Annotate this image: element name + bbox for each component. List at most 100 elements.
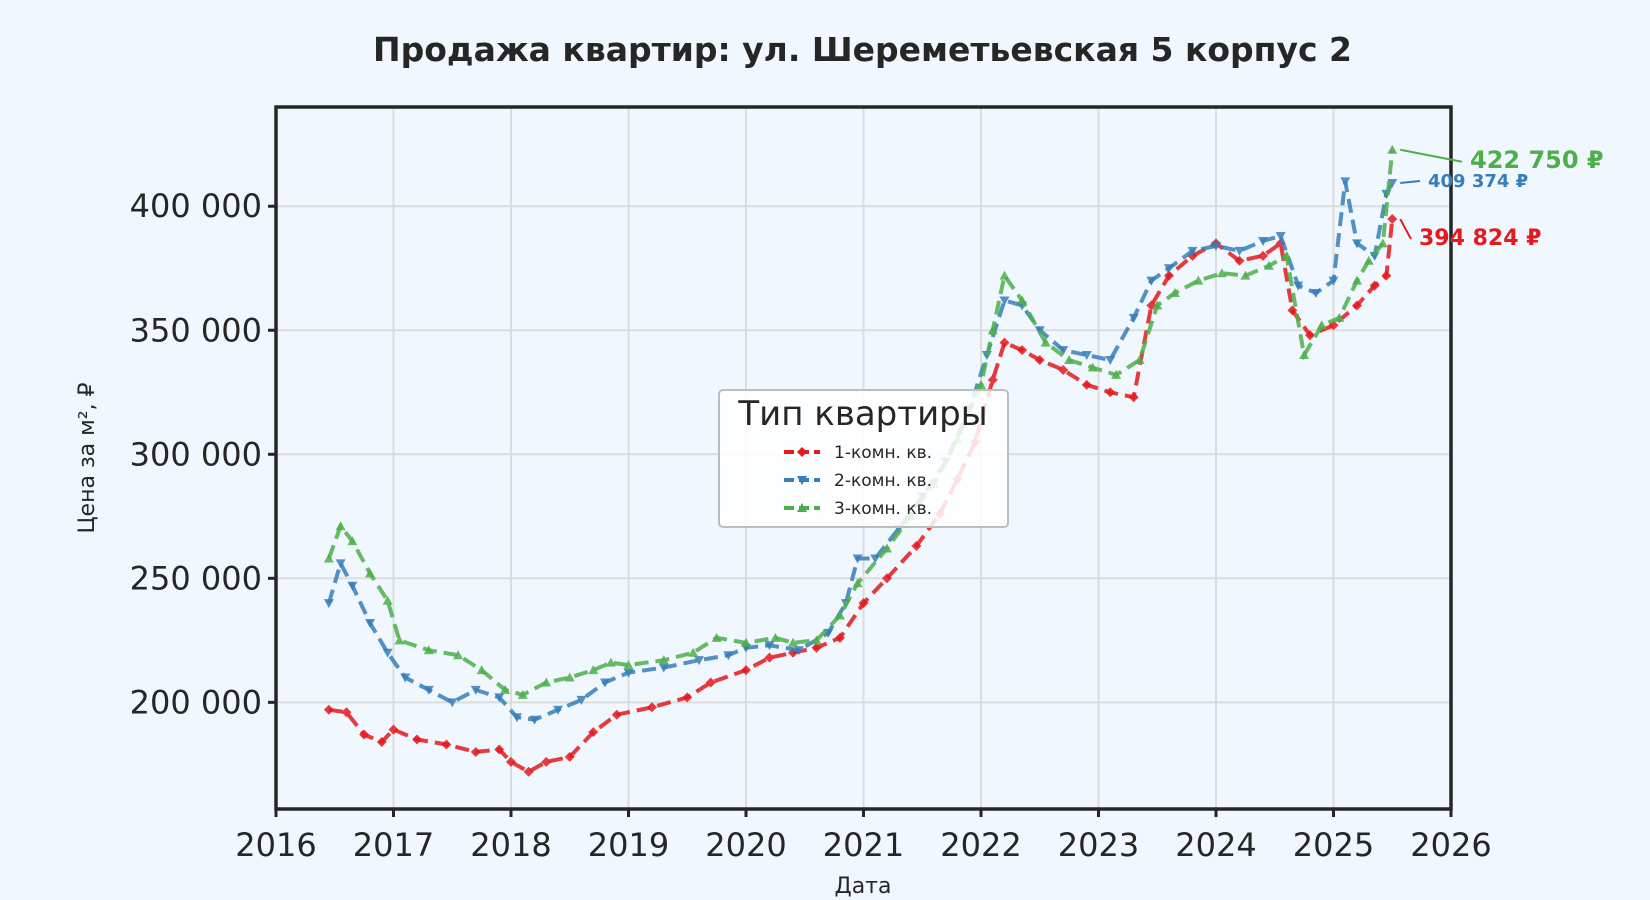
- x-axis-label: Дата: [835, 874, 892, 899]
- data-point: [811, 635, 822, 645]
- axis-layer: 2016 2017 2018 2019 2020 2021 2022 2023 2024 2025…: [130, 187, 1492, 864]
- data-point: [453, 650, 464, 660]
- data-point: [793, 646, 804, 656]
- data-point: [1258, 236, 1268, 246]
- series-1: [323, 214, 1398, 777]
- y-axis-label: Цена за м², ₽: [75, 382, 100, 533]
- x-tick-label: 2023: [1058, 826, 1139, 864]
- data-point: [811, 642, 822, 653]
- legend-marker: [797, 503, 807, 512]
- data-point: [376, 737, 387, 748]
- legend[interactable]: Тип квартиры 1-комн. кв. 2-комн. кв. 3-ком…: [718, 389, 1009, 528]
- x-tick-label: 2021: [823, 826, 904, 864]
- data-point: [1258, 250, 1268, 261]
- data-point: [576, 695, 587, 705]
- data-point: [1281, 250, 1292, 260]
- data-point: [1064, 355, 1075, 365]
- data-point: [553, 705, 563, 715]
- data-point: [1305, 330, 1315, 341]
- data-point: [835, 632, 845, 643]
- data-point: [1369, 280, 1380, 291]
- data-point: [764, 641, 775, 651]
- end-label: 409 374 ₽: [1428, 171, 1528, 192]
- data-point: [1363, 255, 1374, 265]
- data-point: [911, 541, 922, 552]
- x-tick-label: 2020: [705, 826, 786, 864]
- x-tick-label: 2019: [588, 826, 669, 864]
- data-point: [1310, 289, 1321, 299]
- data-point: [347, 581, 358, 591]
- data-point: [1134, 355, 1145, 365]
- data-point: [470, 746, 481, 757]
- data-point: [999, 270, 1010, 280]
- data-point: [1040, 337, 1051, 347]
- data-point: [623, 668, 634, 678]
- data-point: [1340, 177, 1351, 187]
- data-point: [741, 637, 751, 647]
- series-line: [327, 149, 1395, 698]
- data-point: [611, 709, 622, 720]
- data-point: [723, 651, 734, 661]
- data-point: [335, 521, 346, 531]
- data-point: [1105, 387, 1116, 398]
- data-point: [788, 637, 798, 647]
- data-point: [1017, 295, 1028, 305]
- data-point: [382, 595, 393, 605]
- y-tick-label: 250 000: [130, 559, 262, 597]
- data-point: [600, 678, 610, 688]
- data-point: [1234, 246, 1245, 256]
- data-point: [870, 554, 881, 564]
- data-point: [1111, 369, 1122, 379]
- data-point: [835, 610, 845, 620]
- data-point: [852, 554, 863, 564]
- data-point: [323, 599, 334, 609]
- data-point: [741, 665, 751, 676]
- data-point: [335, 559, 346, 569]
- data-point: [1328, 276, 1339, 286]
- data-point: [1387, 178, 1398, 188]
- data-point: [517, 689, 528, 699]
- legend-label: 3-комн. кв.: [834, 499, 932, 519]
- data-point: [564, 751, 575, 762]
- chart-title: Продажа квартир: ул. Шереметьевская 5 ко…: [373, 30, 1352, 69]
- data-point: [694, 656, 704, 666]
- data-point: [1146, 276, 1157, 286]
- data-point: [359, 729, 370, 740]
- data-point: [341, 707, 352, 718]
- data-point: [658, 655, 669, 665]
- data-point: [1034, 355, 1045, 366]
- y-tick-label: 400 000: [130, 187, 262, 225]
- x-tick-label: 2018: [470, 826, 551, 864]
- x-tick-label: 2016: [235, 826, 316, 864]
- data-point: [1293, 281, 1304, 291]
- data-point: [1058, 346, 1069, 356]
- data-point: [682, 692, 693, 703]
- data-point: [1169, 288, 1180, 298]
- end-label: 394 824 ₽: [1419, 226, 1541, 251]
- data-point: [688, 647, 699, 657]
- data-point: [365, 568, 375, 578]
- data-point: [1187, 246, 1198, 256]
- data-point: [1193, 275, 1204, 285]
- legend-box: [718, 389, 1009, 528]
- data-point: [400, 673, 411, 683]
- data-point: [658, 663, 669, 673]
- legend-entries: 1-комн. кв. 2-комн. кв. 3-комн. кв.: [784, 443, 932, 519]
- data-point: [1081, 351, 1092, 361]
- x-tick-label: 2024: [1175, 826, 1256, 864]
- data-point: [1087, 362, 1098, 372]
- legend-label: 1-комн. кв.: [834, 443, 932, 463]
- data-point: [511, 713, 522, 723]
- legend-label: 2-комн. кв.: [834, 471, 932, 491]
- data-point: [365, 618, 375, 628]
- data-point: [1128, 313, 1139, 323]
- data-point: [987, 325, 998, 335]
- data-point: [494, 744, 505, 755]
- data-point: [1234, 255, 1245, 266]
- series-2: [323, 177, 1398, 725]
- data-point: [588, 727, 599, 738]
- data-point: [1377, 238, 1388, 248]
- data-point: [1387, 214, 1398, 225]
- y-tick-label: 300 000: [130, 435, 262, 473]
